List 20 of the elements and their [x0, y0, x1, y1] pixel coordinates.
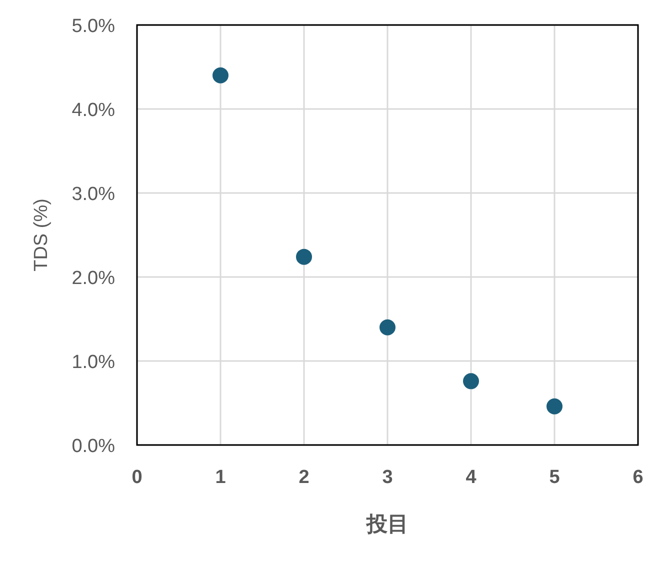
y-tick-label: 5.0% [72, 16, 116, 37]
x-tick-label: 2 [298, 467, 310, 488]
point [463, 373, 479, 390]
y-axis-title: TDS (%) [31, 198, 52, 272]
point [546, 398, 562, 414]
point [296, 248, 312, 265]
x-tick-label: 3 [382, 467, 393, 488]
x-tick-label: 0 [132, 467, 142, 488]
x-tick-label: 6 [632, 467, 644, 488]
y-tick-label: 2.0% [72, 268, 116, 289]
x-tick-label: 4 [466, 467, 477, 488]
x-tick-label: 5 [549, 467, 560, 488]
y-tick-label: 4.0% [72, 100, 116, 121]
y-tick-label: 1.0% [72, 352, 116, 373]
x-tick-label: 1 [215, 467, 226, 488]
y-tick-label: 0.0% [72, 436, 116, 457]
x-axis-title: 投目 [366, 513, 408, 536]
point [212, 67, 228, 84]
y-tick-label: 3.0% [72, 184, 116, 205]
point [380, 319, 396, 336]
